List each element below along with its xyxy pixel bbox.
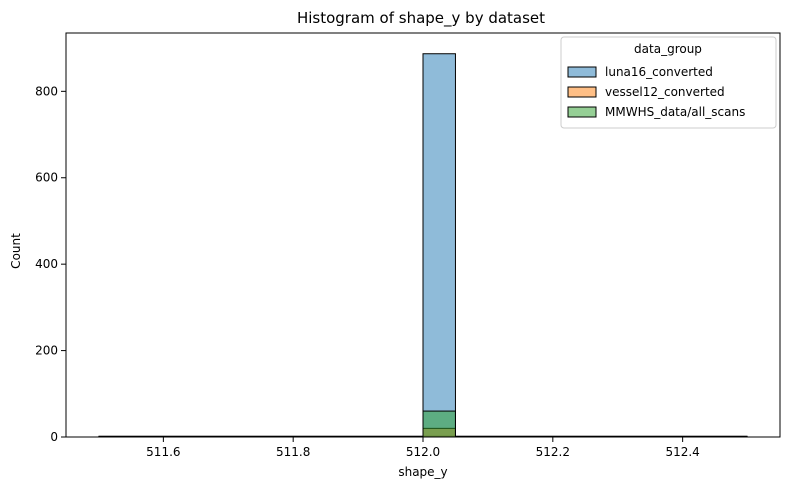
x-tick-label: 512.2	[536, 445, 570, 459]
x-tick-label: 511.6	[146, 445, 180, 459]
y-tick-label: 600	[35, 171, 58, 185]
legend-swatch	[567, 86, 597, 98]
y-tick-label: 400	[35, 257, 58, 271]
x-axis-label: shape_y	[398, 465, 447, 479]
bar-series-0	[422, 53, 456, 438]
legend-label: vessel12_converted	[605, 85, 725, 99]
x-tick-label: 512.4	[665, 445, 699, 459]
legend-swatch	[567, 106, 597, 118]
y-tick-label: 800	[35, 84, 58, 98]
chart-title: Histogram of shape_y by dataset	[297, 9, 545, 28]
legend-items: luna16_converted vessel12_converted MMWHS_…	[567, 65, 745, 119]
x-tick-label: 511.8	[276, 445, 310, 459]
y-axis-label: Count	[9, 233, 23, 269]
legend: data_group luna16_converted vessel12_conv…	[560, 36, 777, 129]
y-tick-label: 0	[50, 430, 58, 444]
y-tick-label: 200	[35, 344, 58, 358]
legend-frame	[560, 36, 777, 129]
x-tick-label: 512.0	[406, 445, 440, 459]
x-axis-ticks: 511.6 511.8 512.0 512.2 512.4	[146, 437, 700, 459]
legend-label: MMWHS_data/all_scans	[605, 105, 745, 119]
legend-label: luna16_converted	[605, 65, 713, 79]
bar-series-2	[422, 410, 456, 438]
legend-swatch	[567, 66, 597, 78]
plot-area	[65, 32, 781, 438]
y-axis-ticks: 0 200 400 600 800	[35, 84, 66, 444]
legend-title: data_group	[634, 42, 702, 56]
